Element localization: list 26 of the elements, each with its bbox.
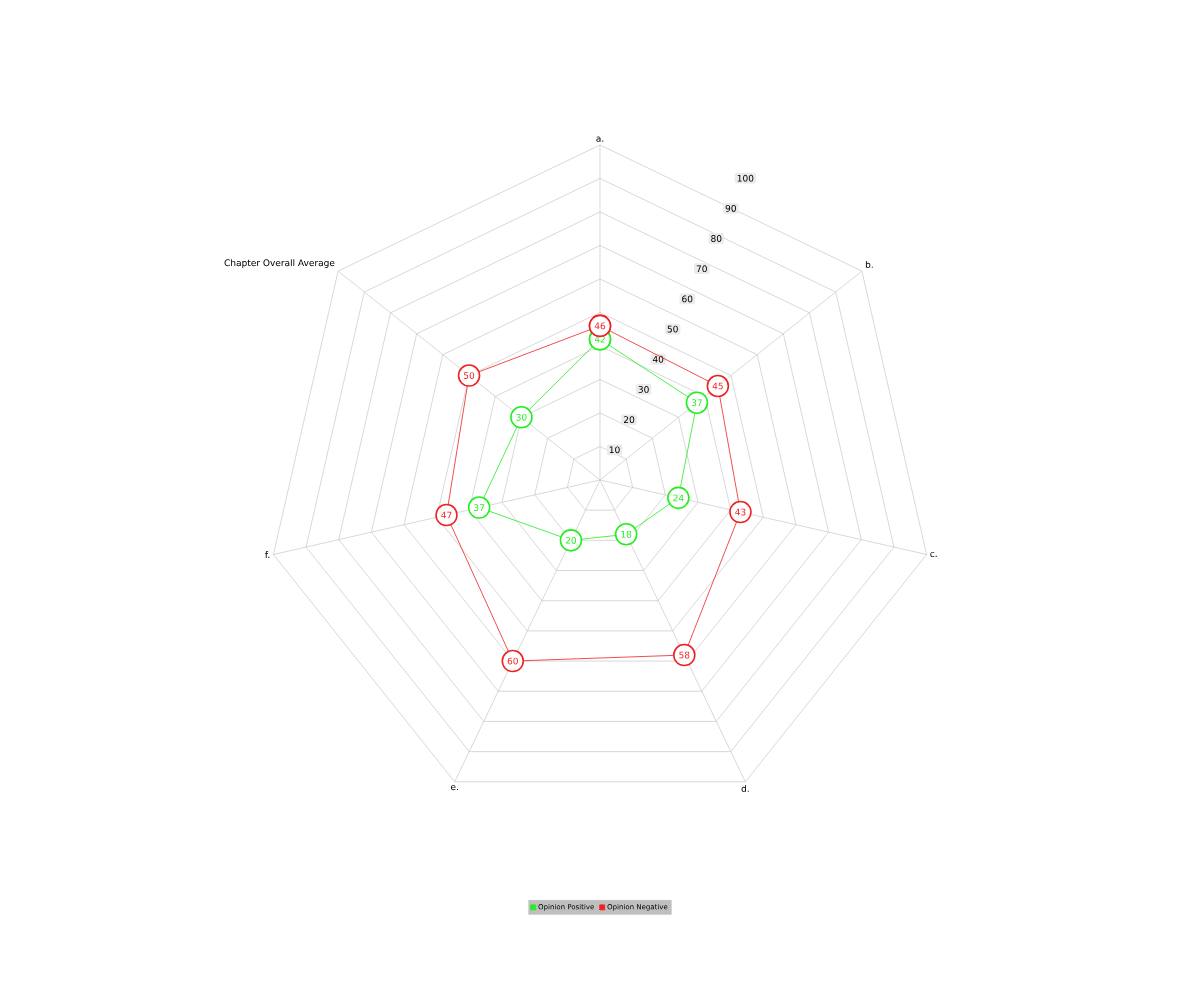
y-tick-label: 100 — [737, 174, 754, 182]
y-tick-label: 40 — [652, 355, 664, 363]
data-label: 45 — [712, 382, 723, 390]
data-label: 60 — [507, 657, 518, 665]
y-tick-label: 80 — [711, 235, 722, 242]
data-label: 46 — [594, 322, 606, 330]
y-tick-label: 10 — [609, 446, 620, 454]
y-tick-label: 70 — [696, 265, 707, 273]
y-tick-label: 90 — [725, 204, 736, 212]
spoke-label: a. — [596, 136, 604, 142]
data-label: 20 — [565, 536, 577, 544]
spoke-label: b. — [865, 260, 873, 268]
spoke-label: c. — [930, 551, 937, 558]
data-label: 50 — [464, 372, 475, 379]
spoke-label: d. — [741, 785, 749, 792]
data-label: 24 — [673, 494, 684, 502]
data-label: 37 — [691, 399, 702, 407]
data-label: 30 — [516, 413, 527, 421]
spoke-label: e. — [450, 785, 458, 791]
spoke-label: Chapter Overall Average — [224, 259, 335, 268]
data-label: 47 — [441, 511, 452, 519]
data-label: 43 — [735, 508, 746, 516]
data-label: 58 — [679, 651, 690, 659]
spoke-label: f. — [265, 551, 270, 558]
data-label: 18 — [621, 530, 632, 538]
data-label: 37 — [474, 504, 485, 511]
